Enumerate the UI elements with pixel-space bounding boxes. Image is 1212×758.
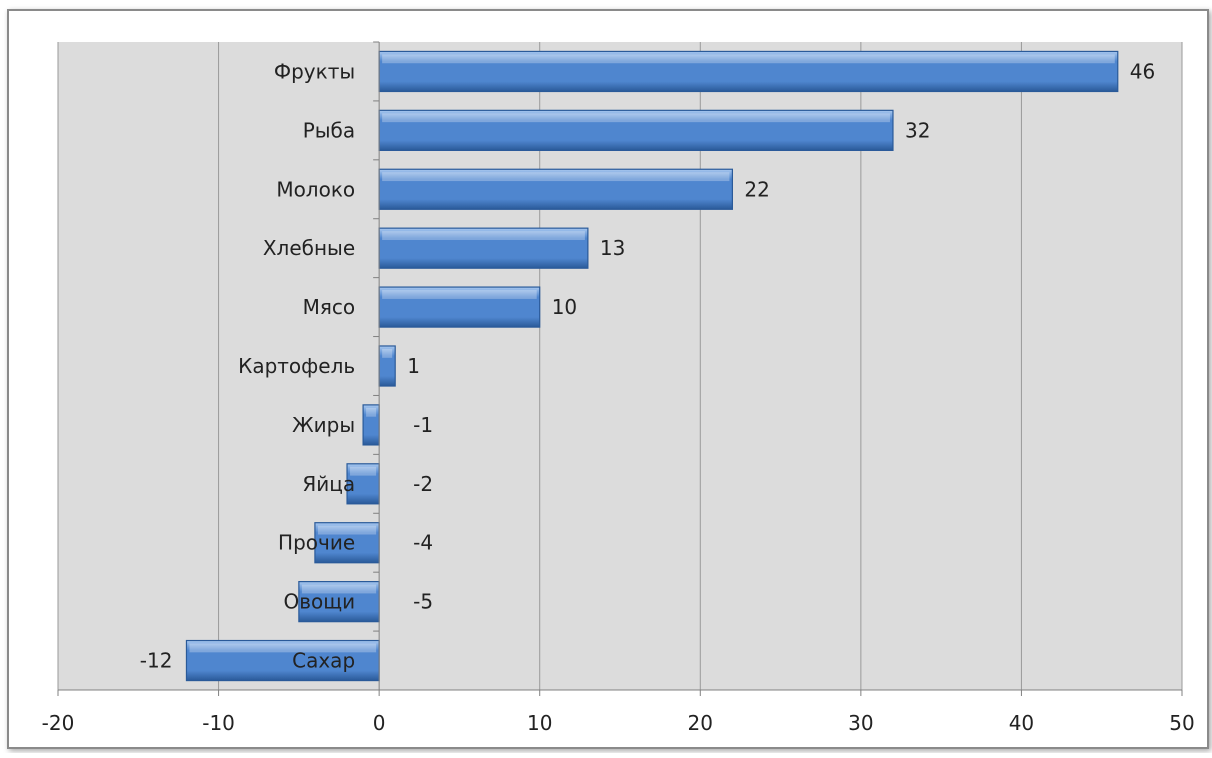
bar	[346, 463, 380, 505]
bar-highlight	[350, 466, 377, 476]
x-tick-label: -10	[202, 711, 235, 735]
x-tick-label: 40	[1009, 711, 1034, 735]
bar-highlight	[301, 584, 377, 594]
data-label: -12	[140, 649, 173, 673]
bar-highlight	[366, 407, 377, 417]
data-label: 13	[600, 236, 625, 260]
bar	[314, 522, 380, 564]
x-tick-label: 30	[848, 711, 873, 735]
category-label: Жиры	[292, 413, 355, 437]
bar-highlight	[382, 348, 393, 358]
category-label: Картофель	[238, 354, 355, 378]
x-tick-label: 10	[527, 711, 552, 735]
category-label: Хлебные	[263, 236, 355, 260]
data-label: 46	[1130, 59, 1155, 83]
bar-highlight	[317, 525, 377, 535]
x-tick-label: -20	[42, 711, 75, 735]
category-label: Мясо	[303, 295, 356, 319]
category-label: Прочие	[278, 531, 355, 555]
bar-highlight	[382, 172, 730, 182]
x-tick-label: 50	[1169, 711, 1194, 735]
data-label: -2	[413, 472, 433, 496]
bar	[185, 639, 380, 682]
bar-highlight	[382, 113, 890, 123]
category-label: Молоко	[276, 177, 355, 201]
category-label: Яйца	[302, 472, 355, 496]
bar-highlight	[382, 290, 537, 299]
category-label: Рыба	[303, 118, 355, 142]
data-label: -4	[413, 531, 433, 555]
data-label: -1	[413, 413, 433, 437]
data-label: 32	[905, 118, 930, 142]
data-label: -5	[413, 590, 433, 614]
category-label: Овощи	[284, 590, 356, 614]
x-tick-label: 0	[373, 711, 386, 735]
bar-highlight	[382, 231, 585, 240]
data-label: 1	[407, 354, 420, 378]
x-tick-label: 20	[688, 711, 713, 735]
data-label: 22	[744, 177, 769, 201]
data-label: 10	[552, 295, 577, 319]
bar-highlight	[382, 54, 1115, 64]
category-label: Сахар	[292, 649, 355, 673]
bar	[298, 581, 380, 623]
category-label: Фрукты	[274, 59, 355, 83]
bar-highlight	[189, 643, 377, 653]
